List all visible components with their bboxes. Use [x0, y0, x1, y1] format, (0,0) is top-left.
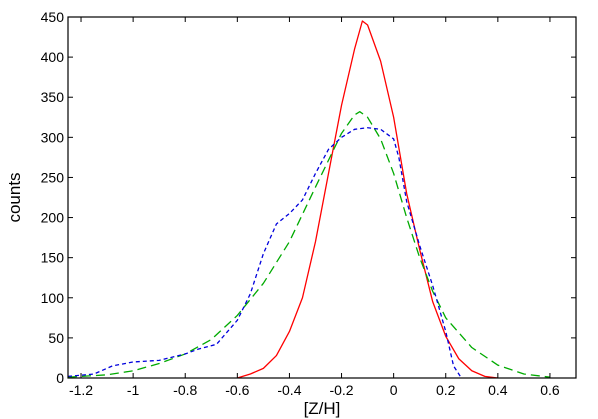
x-tick-label: -1.2: [69, 382, 93, 398]
x-tick-label: 0: [390, 382, 398, 398]
y-tick-label: 450: [41, 9, 65, 25]
x-tick-label: -0.6: [225, 382, 249, 398]
y-tick-label: 350: [41, 89, 65, 105]
x-axis-title: [Z/H]: [304, 399, 341, 418]
series-layer: [68, 20, 551, 378]
series-line-2: [68, 111, 551, 378]
y-tick-label: 0: [56, 370, 64, 386]
y-axis-title: counts: [5, 172, 24, 222]
x-tick-label: -0.4: [277, 382, 301, 398]
x-tick-label: 0.4: [488, 382, 508, 398]
series-line-3: [68, 127, 462, 378]
y-tick-label: 200: [41, 210, 65, 226]
series-line-1: [237, 20, 498, 378]
x-tick-label: -0.8: [173, 382, 197, 398]
plot-frame: [67, 16, 577, 379]
y-tick-label: 150: [41, 250, 65, 266]
y-tick-label: 400: [41, 49, 65, 65]
y-tick-label: 50: [48, 330, 64, 346]
x-tick-label: -0.2: [329, 382, 353, 398]
x-tick-label: -1: [127, 382, 140, 398]
ticks-layer: -1.2 -1 -0.8 -0.6 -0.4 -0.2 0 0.2 0.4 0.6 0 50 100 15…: [41, 9, 576, 398]
y-tick-label: 300: [41, 129, 65, 145]
y-tick-label: 100: [41, 290, 65, 306]
x-tick-label: 0.2: [436, 382, 456, 398]
x-tick-label: 0.6: [540, 382, 560, 398]
y-tick-label: 250: [41, 169, 65, 185]
